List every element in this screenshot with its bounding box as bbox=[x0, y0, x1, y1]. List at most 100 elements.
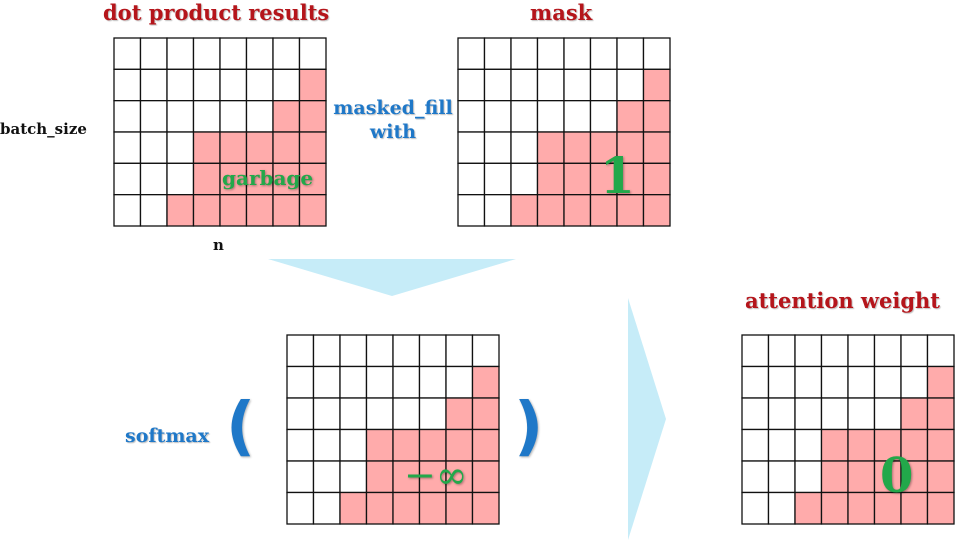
masked-cell bbox=[471, 397, 500, 431]
negative-infinity-value: −∞ bbox=[404, 453, 468, 497]
masked-cell bbox=[471, 491, 500, 525]
masked-cell bbox=[536, 162, 565, 196]
masked-cell bbox=[536, 131, 565, 164]
grid-cell bbox=[767, 428, 796, 462]
grid-cell bbox=[563, 68, 592, 102]
grid-cell bbox=[139, 37, 168, 70]
grid-cell bbox=[767, 460, 796, 494]
grid-cell bbox=[483, 131, 512, 164]
grid-cell bbox=[483, 37, 512, 70]
masked-cell bbox=[418, 428, 447, 462]
grid-cell bbox=[192, 68, 221, 102]
grid-cell bbox=[418, 397, 447, 431]
grid-cell bbox=[820, 365, 849, 399]
masked-cell bbox=[536, 194, 565, 227]
masked-cell bbox=[219, 131, 248, 164]
masked-cell bbox=[926, 397, 955, 431]
masked-cell bbox=[339, 491, 368, 525]
grid-cell bbox=[536, 68, 565, 102]
masked-cell bbox=[365, 491, 394, 525]
grid-cell bbox=[312, 397, 341, 431]
grid-cell bbox=[589, 68, 618, 102]
grid-cell bbox=[794, 428, 823, 462]
mask-title: mask bbox=[530, 0, 593, 25]
grid-cell bbox=[392, 334, 421, 368]
masked-cell bbox=[873, 460, 902, 494]
grid-cell bbox=[339, 365, 368, 399]
masked-cell bbox=[392, 491, 421, 525]
grid-cell bbox=[339, 428, 368, 462]
grid-cell bbox=[113, 68, 142, 102]
grid-cell bbox=[794, 460, 823, 494]
masked-cell bbox=[926, 428, 955, 462]
grid-cell bbox=[392, 397, 421, 431]
right-arrow-icon bbox=[628, 298, 666, 540]
grid-cell bbox=[767, 334, 796, 368]
garbage-label: garbage bbox=[222, 166, 314, 190]
grid-cell bbox=[392, 365, 421, 399]
grid-cell bbox=[245, 37, 274, 70]
grid-cell bbox=[418, 334, 447, 368]
grid-cell bbox=[536, 100, 565, 133]
grid-cell bbox=[741, 334, 770, 368]
grid-cell bbox=[312, 428, 341, 462]
masked-cell bbox=[926, 491, 955, 525]
grid-cell bbox=[139, 131, 168, 164]
grid-cell bbox=[741, 460, 770, 494]
masked-cell bbox=[563, 131, 592, 164]
grid-cell bbox=[139, 68, 168, 102]
mask-grid bbox=[457, 37, 671, 227]
grid-cell bbox=[245, 68, 274, 102]
grid-cell bbox=[847, 365, 876, 399]
masked-cell bbox=[642, 162, 671, 196]
grid-cell bbox=[457, 37, 486, 70]
open-paren: ( bbox=[226, 390, 256, 464]
grid-cell bbox=[589, 100, 618, 133]
masked-cell bbox=[418, 491, 447, 525]
masked-cell bbox=[642, 131, 671, 164]
grid-cell bbox=[139, 162, 168, 196]
masked-cell bbox=[616, 162, 645, 196]
grid-cell bbox=[483, 194, 512, 227]
masked-cell bbox=[926, 460, 955, 494]
grid-cell bbox=[741, 397, 770, 431]
dot-product-grid bbox=[113, 37, 327, 227]
grid-cell bbox=[741, 491, 770, 525]
grid-cell bbox=[113, 37, 142, 70]
grid-cell bbox=[873, 334, 902, 368]
grid-cell bbox=[286, 460, 315, 494]
grid-cell bbox=[536, 37, 565, 70]
grid-cell bbox=[286, 334, 315, 368]
masked-cell bbox=[642, 194, 671, 227]
grid-cell bbox=[286, 428, 315, 462]
grid-cell bbox=[457, 68, 486, 102]
masked-cell bbox=[245, 194, 274, 227]
close-paren: ) bbox=[514, 390, 544, 464]
masked-cell bbox=[365, 428, 394, 462]
grid-cell bbox=[166, 162, 195, 196]
n-label: n bbox=[213, 236, 224, 254]
grid-cell bbox=[286, 365, 315, 399]
masked-cell bbox=[418, 460, 447, 494]
masked-cell bbox=[616, 131, 645, 164]
grid-cell bbox=[820, 397, 849, 431]
grid-cell bbox=[445, 365, 474, 399]
grid-cell bbox=[457, 131, 486, 164]
grid-cell bbox=[365, 334, 394, 368]
masked-cell bbox=[900, 460, 929, 494]
grid-cell bbox=[510, 162, 539, 196]
masked-cell bbox=[820, 428, 849, 462]
masked-fill-line2: with bbox=[369, 121, 417, 143]
grid-cell bbox=[616, 37, 645, 70]
masked-cell bbox=[245, 131, 274, 164]
grid-cell bbox=[794, 365, 823, 399]
grid-cell bbox=[483, 68, 512, 102]
masked-cell bbox=[642, 68, 671, 102]
grid-cell bbox=[418, 365, 447, 399]
masked-cell bbox=[794, 491, 823, 525]
grid-cell bbox=[312, 460, 341, 494]
masked-fill-label: masked_fill with bbox=[322, 96, 464, 144]
grid-cell bbox=[873, 365, 902, 399]
masked-cell bbox=[900, 428, 929, 462]
grid-cell bbox=[616, 68, 645, 102]
